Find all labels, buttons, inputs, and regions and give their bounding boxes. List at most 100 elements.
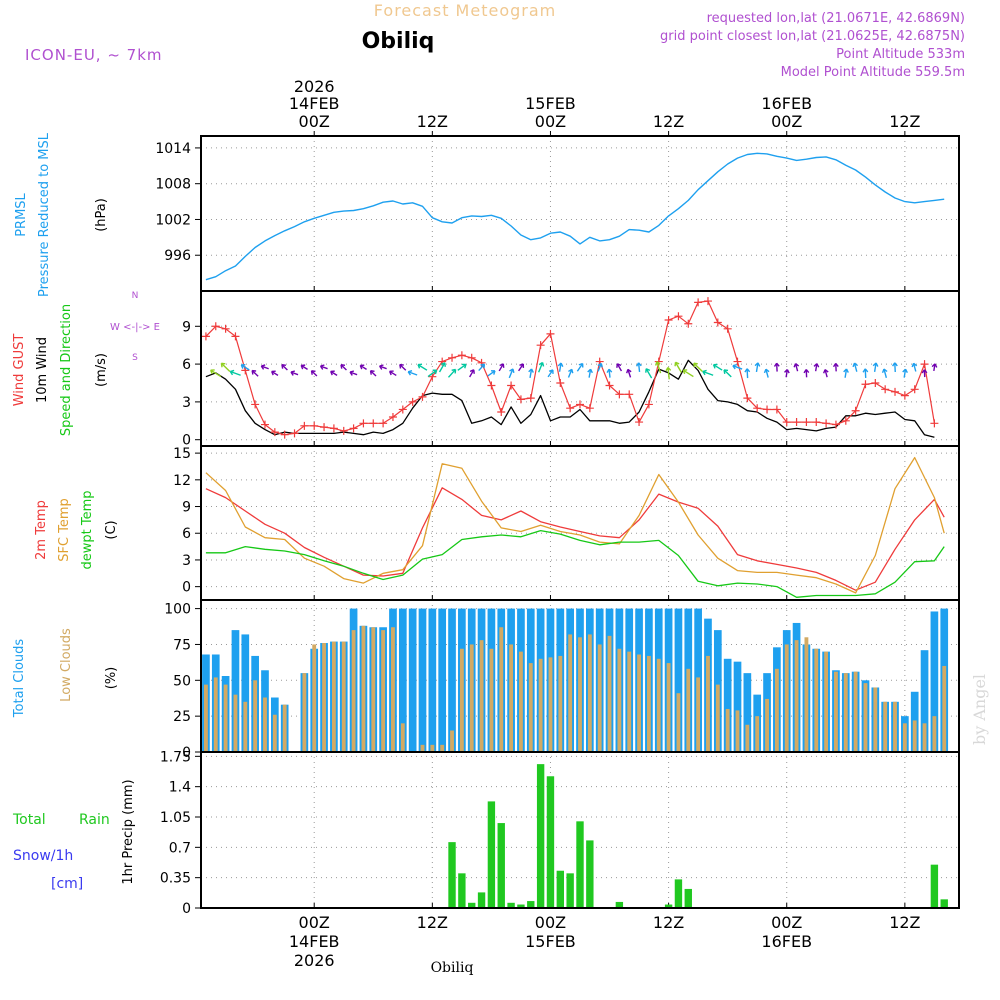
wind-gust-marker bbox=[900, 391, 909, 400]
wind-direction-arrow bbox=[261, 365, 269, 370]
low-clouds-bar bbox=[558, 655, 563, 752]
wind-direction-arrow bbox=[538, 362, 544, 373]
low-clouds-bar bbox=[351, 630, 356, 752]
wind-gust-marker bbox=[703, 297, 712, 306]
wind-gust-marker bbox=[605, 381, 614, 390]
clouds-ytick-label: 25 bbox=[173, 709, 191, 725]
wind-gust-marker bbox=[812, 418, 821, 427]
wind-arrow-head bbox=[210, 369, 215, 375]
rain-bar bbox=[930, 864, 939, 908]
wind-direction-arrow bbox=[290, 371, 299, 376]
wind-direction-arrow bbox=[379, 365, 387, 370]
wind-arrow-head bbox=[528, 368, 534, 373]
total-clouds-bar bbox=[408, 608, 417, 752]
temp-unit: (C) bbox=[104, 520, 119, 539]
time-top-date: 16FEB bbox=[761, 94, 812, 113]
temperature-ytick-label: 9 bbox=[182, 500, 191, 516]
wind-arrow-head bbox=[538, 361, 545, 367]
wind-arrow-head bbox=[281, 364, 287, 369]
wind-arrow-head bbox=[793, 363, 800, 368]
wind-arrow-head bbox=[921, 369, 928, 374]
low-clouds-bar bbox=[322, 643, 326, 752]
wind-direction-arrow bbox=[330, 370, 338, 376]
wind-gust-marker bbox=[526, 394, 535, 403]
wind-arrow-head bbox=[902, 368, 908, 374]
wind-ytick-label: 3 bbox=[182, 395, 191, 411]
low-clouds-bar bbox=[853, 671, 858, 752]
clouds-unit: (%) bbox=[104, 667, 119, 690]
pressure-ytick-label: 996 bbox=[164, 248, 191, 264]
wind-gust-marker bbox=[635, 418, 644, 427]
pressure-ytick-label: 1008 bbox=[155, 177, 191, 193]
wind-gust-marker bbox=[802, 418, 811, 427]
wind-arrow-head bbox=[892, 362, 898, 367]
wind-direction-arrow bbox=[713, 364, 723, 371]
wind-axis-labels: Wind GUST 10m Wind Speed and Direction (… bbox=[12, 291, 160, 436]
rain-bar bbox=[546, 776, 555, 908]
time-bottom-hour: 12Z bbox=[889, 913, 920, 932]
wind-direction-arrow bbox=[487, 370, 496, 377]
wind-arrow-head bbox=[319, 364, 325, 370]
wind-gust-marker bbox=[497, 407, 506, 416]
wind-arrow-head bbox=[665, 366, 672, 372]
low-clouds-bar bbox=[341, 641, 346, 752]
rain-bar bbox=[477, 892, 486, 908]
time-top-date: 15FEB bbox=[525, 94, 576, 113]
time-bottom-hour: 12Z bbox=[653, 913, 684, 932]
wind-direction-arrow bbox=[883, 368, 888, 378]
wind-arrow-head bbox=[723, 369, 729, 374]
wind-arrow-head bbox=[744, 368, 751, 373]
wind-panel: 0 3 6 9 bbox=[0, 0, 960, 449]
total-clouds-bar bbox=[438, 608, 447, 752]
wind-ytick-label: 6 bbox=[182, 357, 191, 373]
low-clouds-bar bbox=[587, 634, 592, 752]
low-clouds-bar bbox=[302, 673, 307, 752]
location-title: Obiliq bbox=[362, 29, 435, 54]
low-clouds-bar bbox=[361, 625, 366, 752]
wind-arrow-head bbox=[389, 370, 394, 376]
low-clouds-bar bbox=[686, 668, 691, 752]
wind-arrow-head bbox=[229, 369, 235, 376]
wind-direction-arrow bbox=[518, 363, 524, 372]
wind-arrow-head bbox=[813, 363, 820, 368]
wind-gust-marker bbox=[398, 405, 407, 414]
precip-ytick-label: 0 bbox=[182, 901, 191, 917]
wind-direction-arrow bbox=[576, 363, 584, 372]
low-clouds-bar bbox=[637, 654, 641, 752]
wind-arrow-head bbox=[754, 362, 761, 367]
model-label: ICON-EU, ~ 7km bbox=[25, 46, 163, 64]
time-bottom-hour: 00Z bbox=[771, 913, 802, 932]
low-clouds-bar bbox=[489, 648, 494, 752]
low-clouds-bar bbox=[735, 710, 740, 752]
temperature-ytick-label: 0 bbox=[182, 580, 191, 596]
wind-direction-arrow bbox=[407, 371, 418, 376]
rain-bar bbox=[566, 873, 574, 908]
wind-arrow-head bbox=[399, 363, 404, 369]
wind-arrow-head bbox=[712, 363, 718, 369]
wind-gust-marker bbox=[684, 319, 693, 328]
temp-ylabel-c: dewpt Temp bbox=[80, 490, 95, 569]
wind-gust-marker bbox=[654, 357, 663, 366]
rain-bar bbox=[517, 904, 525, 908]
wind-gust-marker bbox=[467, 353, 476, 362]
wind-arrow-head bbox=[490, 370, 496, 375]
low-clouds-bar bbox=[696, 677, 701, 752]
low-clouds-bar bbox=[499, 627, 504, 752]
wind-gust-marker bbox=[566, 404, 575, 413]
time-bottom-hour: 00Z bbox=[299, 913, 330, 932]
wind-arrow-head bbox=[461, 363, 467, 369]
wind-direction-arrow bbox=[588, 369, 592, 378]
wind-gust-marker bbox=[782, 418, 791, 427]
low-clouds-bar bbox=[784, 644, 789, 752]
low-clouds-bar bbox=[902, 723, 907, 752]
low-clouds-bar bbox=[391, 627, 395, 752]
wind-direction-arrow bbox=[399, 364, 407, 371]
wind-direction-arrow bbox=[349, 371, 358, 376]
wind-gust-marker bbox=[201, 332, 210, 341]
low-clouds-bar bbox=[568, 634, 573, 752]
wind-arrow-head bbox=[773, 362, 780, 367]
wind-gust-marker bbox=[536, 341, 545, 350]
wind-arrow-head bbox=[616, 363, 622, 368]
wind-gust-marker bbox=[743, 394, 752, 403]
total-clouds-bar bbox=[241, 634, 250, 752]
